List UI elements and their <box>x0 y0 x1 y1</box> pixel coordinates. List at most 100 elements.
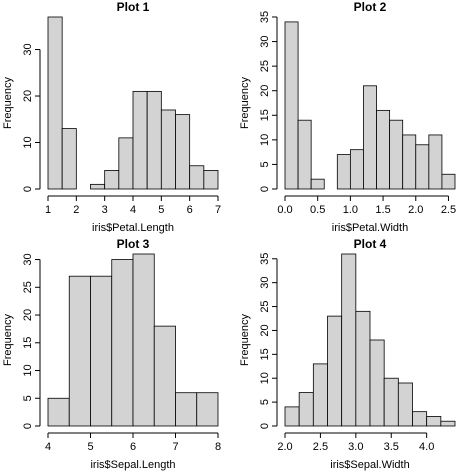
y-tick-label: 25 <box>259 60 271 72</box>
y-tick-label: 30 <box>259 277 271 289</box>
bar <box>90 275 113 427</box>
y-tick-label: 0 <box>259 423 271 429</box>
x-tick-label: 2.0 <box>277 441 292 453</box>
panel: Plot 3 iris$Sepal.Length Frequency 4 5 6 7 8 0 5 1… <box>2 237 221 471</box>
y-tick-label: 25 <box>259 300 271 312</box>
y-tick-label: 20 <box>259 85 271 97</box>
y-tick-label: 35 <box>259 11 271 23</box>
x-tick-label: 2.0 <box>408 204 423 216</box>
x-tick-label: 4.0 <box>419 441 434 453</box>
x-tick-label: 2 <box>73 204 79 216</box>
y-axis-label: Frequency <box>2 314 14 366</box>
bar <box>284 406 300 427</box>
y-tick-label: 20 <box>22 90 34 102</box>
y-tick-label: 20 <box>259 324 271 336</box>
y-tick-label: 5 <box>259 161 271 167</box>
plot-title: Plot 1 <box>117 0 150 14</box>
bar <box>428 134 443 190</box>
plot-title: Plot 3 <box>117 237 150 251</box>
bar <box>355 310 371 427</box>
x-axis-label: iris$Sepal.Width <box>330 459 409 471</box>
y-tick-label: 10 <box>259 134 271 146</box>
bar <box>118 137 134 190</box>
bar <box>132 90 148 190</box>
bar <box>440 420 456 427</box>
y-tick-label: 10 <box>22 136 34 148</box>
bar <box>376 109 391 190</box>
bar <box>175 114 191 190</box>
x-tick-label: 6 <box>187 204 193 216</box>
y-tick-label: 5 <box>22 395 34 401</box>
bar <box>132 253 155 427</box>
bar <box>369 339 385 427</box>
bar <box>146 90 162 190</box>
plot-title: Plot 2 <box>354 0 387 14</box>
x-tick-label: 5 <box>158 204 164 216</box>
x-tick-label: 7 <box>172 441 178 453</box>
bar <box>68 275 91 427</box>
bar <box>90 183 106 190</box>
y-tick-label: 0 <box>22 186 34 192</box>
x-tick-label: 1.5 <box>375 204 390 216</box>
x-tick-label: 3 <box>102 204 108 216</box>
y-tick-label: 30 <box>22 43 34 55</box>
x-tick-label: 1 <box>45 204 51 216</box>
y-axis-label: Frequency <box>2 77 14 129</box>
bar <box>402 134 417 190</box>
y-tick-label: 15 <box>259 348 271 360</box>
x-tick-label: 2.5 <box>441 204 456 216</box>
x-tick-label: 3.0 <box>348 441 363 453</box>
bar <box>189 165 205 190</box>
x-tick-label: 2.5 <box>313 441 328 453</box>
y-tick-label: 0 <box>259 186 271 192</box>
bar <box>104 170 120 190</box>
bar <box>426 416 442 427</box>
x-tick-label: 7 <box>215 204 221 216</box>
y-tick-label: 30 <box>259 35 271 47</box>
x-tick-label: 8 <box>215 441 221 453</box>
bar <box>196 392 219 427</box>
bar <box>341 253 357 427</box>
bar <box>153 325 176 427</box>
bar <box>47 16 63 190</box>
y-tick-label: 35 <box>259 253 271 265</box>
bar <box>397 382 413 427</box>
y-axis-label: Frequency <box>239 314 251 366</box>
plot-title: Plot 4 <box>354 237 387 251</box>
bar <box>111 259 134 427</box>
x-tick-label: 4 <box>45 441 51 453</box>
bar <box>363 85 377 190</box>
bar <box>312 363 328 427</box>
panel: Plot 4 iris$Sepal.Width Frequency 2.0 2.5 3.0… <box>239 237 456 471</box>
bar <box>47 397 70 427</box>
bar <box>310 178 325 190</box>
y-tick-label: 5 <box>259 399 271 405</box>
bar <box>441 173 456 190</box>
bar <box>284 21 299 190</box>
bar <box>160 109 176 190</box>
x-tick-label: 3.5 <box>384 441 399 453</box>
y-tick-label: 15 <box>22 337 34 349</box>
y-tick-label: 20 <box>22 309 34 321</box>
x-tick-label: 0.5 <box>310 204 325 216</box>
bar <box>297 119 312 190</box>
x-tick-label: 1.0 <box>343 204 358 216</box>
panel: Plot 2 iris$Petal.Width Frequency 0.0 0.5 1.0… <box>239 0 456 234</box>
bar <box>383 377 399 427</box>
y-axis-label: Frequency <box>239 77 251 129</box>
bar <box>415 144 430 190</box>
y-tick-label: 0 <box>22 423 34 429</box>
y-tick-label: 25 <box>22 281 34 293</box>
bar <box>327 315 343 427</box>
bar <box>349 149 364 190</box>
bar <box>203 170 219 190</box>
x-tick-label: 4 <box>130 204 136 216</box>
x-tick-label: 5 <box>87 441 93 453</box>
y-tick-label: 10 <box>22 364 34 376</box>
bar <box>298 392 314 427</box>
y-tick-label: 15 <box>259 109 271 121</box>
bar <box>412 411 428 427</box>
x-axis-label: iris$Sepal.Length <box>90 459 175 471</box>
panel: Plot 1 iris$Petal.Length Frequency 1 2 3 4 5 6 7 0… <box>2 0 221 234</box>
